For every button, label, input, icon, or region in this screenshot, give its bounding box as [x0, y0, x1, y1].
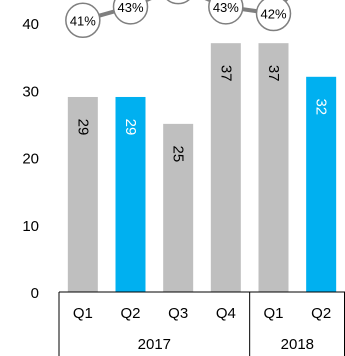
bar [163, 123, 194, 292]
bar-value-label: 37 [265, 65, 282, 82]
line-marker [166, 0, 190, 5]
y-tick-label: 20 [22, 151, 39, 168]
percentage-line: 41%43%46%43%42%50% [65, 0, 292, 39]
y-axis: 0 10 20 30 40 [22, 16, 39, 302]
line-marker [208, 0, 244, 25]
x-tick-label: Q4 [216, 305, 236, 322]
x-group-label: 2018 [281, 336, 314, 353]
bars [67, 43, 337, 292]
line-marker [112, 0, 149, 25]
bar-value-label: 29 [74, 119, 91, 136]
x-tick-label: Q3 [168, 305, 188, 322]
x-tick-label: Q1 [263, 305, 283, 322]
line-marker [255, 0, 292, 32]
bar-value-label: 32 [313, 98, 330, 115]
x-tick-label: Q2 [311, 305, 331, 322]
y-tick-label: 30 [22, 83, 39, 100]
y-tick-label: 10 [22, 218, 39, 235]
bar [115, 96, 146, 292]
line-value-label: 42% [260, 7, 286, 22]
bar [258, 43, 289, 292]
line-value-label: 43% [213, 0, 239, 15]
bar-value-label: 29 [122, 119, 139, 136]
x-axis: 2017 2018 Q1 Q2 Q3 Q4 Q1 Q2 [58, 291, 345, 356]
line-marker [65, 2, 101, 39]
line-value-label: 41% [70, 13, 96, 28]
x-group-label: 2017 [138, 336, 171, 353]
bar-value-labels: 29 29 25 37 37 32 [74, 65, 329, 162]
bar [306, 76, 337, 292]
x-tick-label: Q2 [120, 305, 140, 322]
bar [67, 96, 98, 292]
bar-value-label: 25 [170, 146, 187, 163]
x-tick-label: Q1 [73, 305, 93, 322]
y-tick-label: 0 [31, 285, 39, 302]
line-value-label: 43% [117, 0, 143, 15]
bar [210, 43, 241, 292]
y-tick-label: 40 [22, 16, 39, 33]
bar-value-label: 37 [217, 65, 234, 82]
